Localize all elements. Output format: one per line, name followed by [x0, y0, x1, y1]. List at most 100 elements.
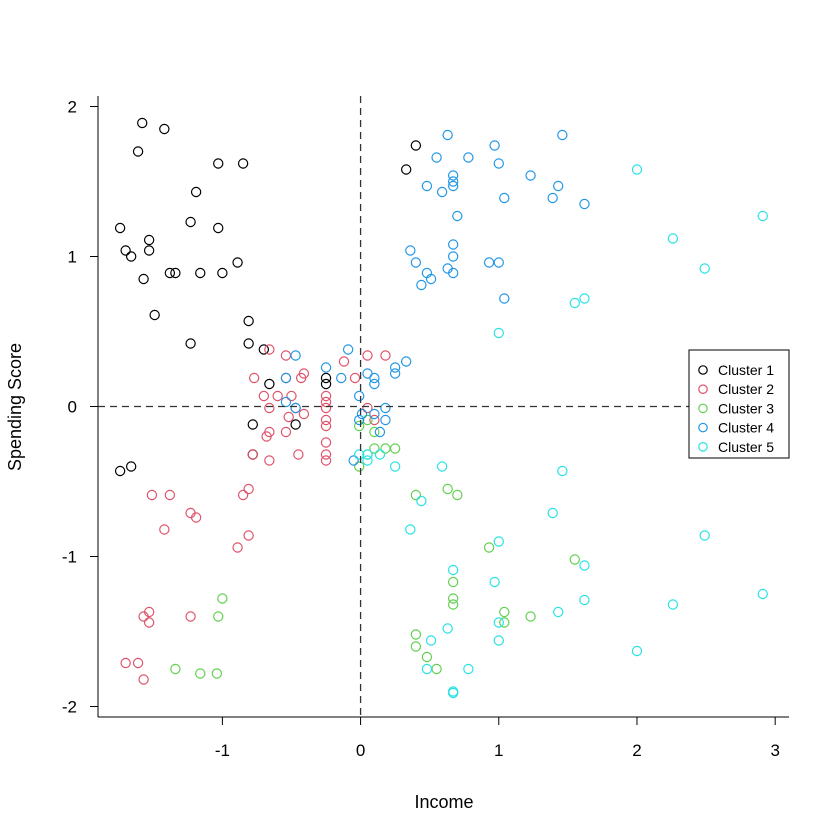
data-point [264, 344, 275, 355]
data-point [405, 524, 416, 535]
data-point [369, 443, 380, 454]
data-point [452, 210, 463, 222]
data-point [447, 251, 459, 262]
data-point [431, 152, 442, 163]
data-point [320, 362, 332, 373]
data-point [320, 402, 332, 414]
data-point [338, 356, 350, 367]
data-point [217, 593, 228, 604]
data-point [272, 390, 283, 402]
data-point [137, 117, 148, 129]
data-point [493, 617, 504, 628]
data-point [493, 158, 504, 169]
data-point [525, 170, 536, 181]
data-point [421, 180, 433, 192]
data-point [447, 170, 459, 181]
data-point [232, 257, 243, 268]
data-point [380, 414, 391, 426]
data-point [489, 140, 500, 151]
data-point [380, 402, 391, 414]
data-point [442, 263, 453, 274]
data-point [489, 576, 500, 588]
data-point [114, 222, 126, 234]
data-point [280, 396, 292, 408]
axes-layer: -1 0 1 2 3 -2 -1 0 1 2 [62, 96, 789, 760]
data-point [493, 257, 504, 268]
data-point [286, 390, 297, 402]
data-point [557, 129, 568, 141]
data-point [320, 390, 332, 402]
data-point [389, 443, 401, 454]
data-point [447, 576, 459, 588]
data-point [247, 449, 258, 460]
legend-label: Cluster 4 [718, 420, 774, 436]
data-point [264, 402, 275, 414]
data-point [389, 368, 401, 379]
data-point [170, 267, 181, 279]
data-point [405, 245, 416, 256]
legend-label: Cluster 3 [718, 400, 774, 416]
data-point [320, 449, 332, 460]
data-point [258, 390, 270, 402]
x-tick-label: 2 [632, 741, 641, 760]
data-point [579, 198, 590, 210]
data-point [425, 635, 437, 646]
data-point [243, 530, 254, 541]
data-point [410, 489, 422, 501]
data-point [348, 455, 359, 466]
data-point [416, 279, 427, 291]
data-point [237, 489, 249, 501]
data-point [138, 611, 149, 622]
data-point [447, 593, 459, 604]
data-point [143, 245, 155, 256]
data-point [353, 449, 365, 460]
x-tick-label: 0 [356, 741, 365, 760]
data-point [362, 350, 373, 361]
data-point [247, 419, 258, 430]
data-point [421, 663, 433, 675]
data-point [349, 372, 361, 384]
data-point [243, 315, 254, 327]
series-cluster-1 [114, 117, 422, 477]
data-point [442, 623, 453, 634]
data-point [499, 606, 510, 618]
data-point [757, 588, 768, 600]
points-layer [114, 117, 768, 699]
data-point [436, 461, 448, 472]
x-tick-label: 3 [770, 741, 779, 760]
data-point [667, 599, 679, 610]
data-point [293, 449, 304, 460]
data-point [374, 426, 386, 438]
data-point [211, 668, 223, 679]
y-axis-label: Spending Score [5, 343, 25, 471]
data-point [280, 426, 292, 438]
data-point [553, 606, 564, 618]
data-point [389, 461, 401, 472]
data-point [699, 530, 710, 541]
data-point [320, 378, 332, 390]
legend-marker [698, 422, 708, 433]
data-point [400, 164, 412, 175]
data-point [283, 411, 294, 423]
y-tick-label: 1 [68, 248, 77, 267]
data-point [353, 420, 365, 432]
data-point [120, 657, 131, 669]
data-point [362, 414, 373, 426]
data-point [356, 408, 368, 420]
data-point [400, 356, 412, 367]
data-point [125, 461, 137, 472]
data-point [369, 378, 380, 390]
data-point [447, 564, 459, 576]
data-point [369, 414, 380, 426]
data-point [213, 611, 224, 622]
data-point [159, 123, 170, 135]
data-point [120, 245, 131, 256]
data-point [295, 372, 307, 384]
data-point [195, 668, 206, 679]
data-point [159, 524, 170, 535]
data-point [447, 180, 459, 192]
data-point [213, 222, 224, 234]
data-point [232, 542, 243, 553]
data-point [190, 512, 202, 523]
